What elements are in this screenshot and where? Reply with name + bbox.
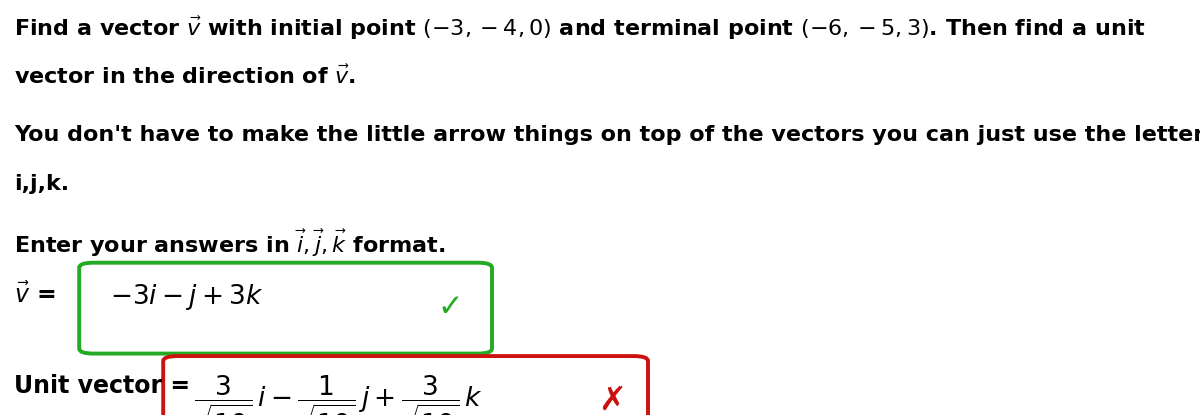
Text: $-3i - j + 3k$: $-3i - j + 3k$	[110, 282, 264, 312]
Text: Enter your answers in $\vec{i}, \vec{j}, \vec{k}$ format.: Enter your answers in $\vec{i}, \vec{j},…	[14, 228, 446, 259]
Text: i,j,k.: i,j,k.	[14, 174, 70, 194]
Text: You don't have to make the little arrow things on top of the vectors you can jus: You don't have to make the little arrow …	[14, 124, 1200, 144]
Text: $\dfrac{3}{\sqrt{19}}\,i - \dfrac{1}{\sqrt{19}}\,j + \dfrac{3}{\sqrt{19}}\,k$: $\dfrac{3}{\sqrt{19}}\,i - \dfrac{1}{\sq…	[194, 374, 484, 415]
Text: Find a vector $\vec{v}$ with initial point $(-3, -4, 0)$ and terminal point $(-6: Find a vector $\vec{v}$ with initial poi…	[14, 15, 1146, 42]
Text: Unit vector =: Unit vector =	[14, 374, 191, 398]
FancyBboxPatch shape	[79, 263, 492, 354]
Text: $\vec{v}$ =: $\vec{v}$ =	[14, 282, 56, 308]
Text: ✗: ✗	[598, 384, 626, 415]
Text: ✓: ✓	[437, 293, 463, 322]
FancyBboxPatch shape	[163, 356, 648, 415]
Text: vector in the direction of $\vec{v}$.: vector in the direction of $\vec{v}$.	[14, 64, 356, 88]
